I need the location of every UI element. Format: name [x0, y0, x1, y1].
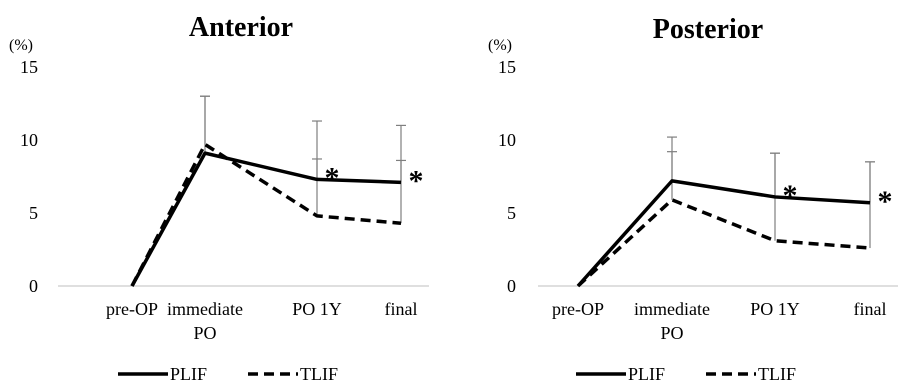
- x-category-label: PO: [660, 323, 683, 343]
- significance-marker: *: [409, 164, 424, 197]
- y-unit-label: (%): [488, 37, 512, 54]
- y-unit-label: (%): [9, 37, 33, 54]
- series-line-tlif: [576, 198, 871, 288]
- y-tick-label: 0: [507, 276, 516, 296]
- y-tick-label: 10: [20, 130, 38, 150]
- y-tick-label: 5: [507, 203, 516, 223]
- x-category-label: immediate: [634, 299, 710, 319]
- significance-marker: *: [783, 179, 798, 212]
- legend-label: PLIF: [170, 364, 207, 384]
- series-line-tlif: [130, 142, 402, 287]
- chart-anterior: Anterior (%) 0 5 10 15 pre-OP immediate PO PO 1Y f…: [9, 12, 429, 384]
- legend-label: PLIF: [628, 364, 665, 384]
- x-category-label: final: [854, 299, 887, 319]
- x-category-label: PO 1Y: [292, 299, 342, 319]
- legend-label: TLIF: [300, 364, 338, 384]
- series-line-plif: [576, 179, 871, 288]
- chart-title: Anterior: [189, 12, 293, 43]
- x-category-label: pre-OP: [552, 299, 604, 319]
- x-category-label: PO: [193, 323, 216, 343]
- series-line-plif: [130, 151, 402, 287]
- y-tick-label: 0: [29, 276, 38, 296]
- legend-label: TLIF: [758, 364, 796, 384]
- significance-marker: *: [325, 161, 340, 194]
- significance-marker: *: [878, 185, 893, 218]
- legend: PLIF TLIF: [118, 364, 338, 384]
- chart-posterior: Posterior (%) 0 5 10 15 pre-OP immediate PO PO 1Y…: [488, 14, 898, 384]
- y-tick-label: 15: [20, 57, 38, 77]
- y-tick-label: 15: [498, 57, 516, 77]
- x-category-label: pre-OP: [106, 299, 158, 319]
- x-category-label: PO 1Y: [750, 299, 800, 319]
- y-tick-label: 10: [498, 130, 516, 150]
- legend: PLIF TLIF: [576, 364, 796, 384]
- x-category-label: final: [385, 299, 418, 319]
- y-tick-label: 5: [29, 203, 38, 223]
- x-category-label: immediate: [167, 299, 243, 319]
- chart-title: Posterior: [653, 14, 763, 45]
